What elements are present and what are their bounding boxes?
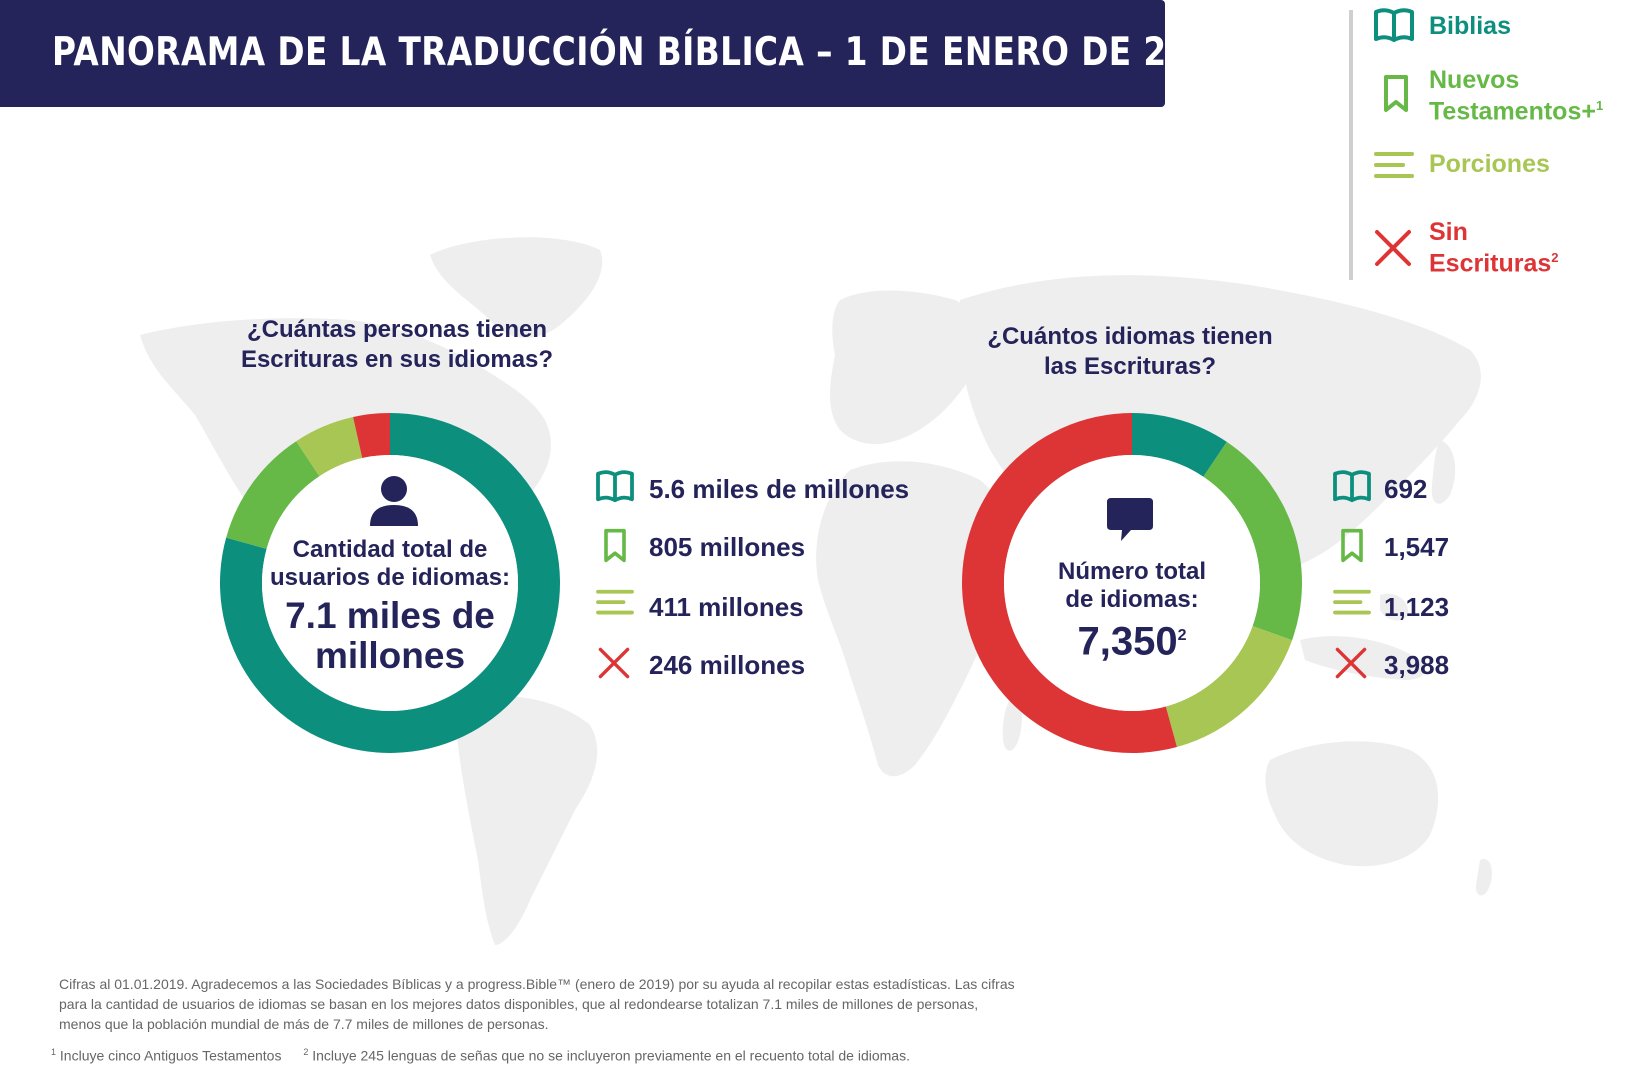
bookmark-icon (1384, 75, 1408, 112)
languages-question: ¿Cuántos idiomas tienen las Escrituras? (987, 323, 1273, 380)
people-donut-chart (220, 413, 561, 753)
bookmark-icon (604, 528, 626, 563)
legend-label-portions: Porciones (1429, 150, 1550, 178)
bookmark-icon (1341, 528, 1363, 563)
legend-label-bibles: Biblias (1429, 12, 1511, 40)
languages-donut-slice-nuevos-testamentos (1203, 441, 1302, 641)
languages-donut-slice-porciones (1165, 626, 1293, 747)
languages-center-value: 7,3502 (1077, 619, 1187, 664)
open-book-icon (1374, 8, 1414, 42)
languages-center-text: Número total de idiomas: 7,3502 (1010, 558, 1254, 661)
people-donut-slice-nuevos-testamentos (226, 441, 320, 549)
people-donut-slice-sin-escrituras (353, 413, 390, 459)
languages-donut-slice-sin-escrituras (962, 413, 1177, 753)
lines-icon (1333, 589, 1371, 615)
x-icon (1375, 230, 1411, 266)
open-book-icon (596, 470, 634, 503)
languages-center-label: Número total de idiomas: (1057, 558, 1206, 613)
languages-donut-chart (962, 413, 1302, 753)
people-question: ¿Cuántas personas tienen Escrituras en s… (240, 316, 554, 373)
people-center-text: Cantidad total de usuarios de idiomas: 7… (240, 536, 540, 676)
languages-donut-slice-biblias (1132, 413, 1227, 477)
speech-bubble-icon (1107, 498, 1153, 541)
open-book-icon (1333, 470, 1371, 503)
legend-label-new-testaments: Nuevos Testamentos+1 (1429, 66, 1604, 126)
languages-donut-hole (1004, 455, 1260, 711)
lines-icon (596, 589, 634, 615)
footnote-markers: 1 Incluye cinco Antiguos Testamentos 2 I… (51, 1047, 910, 1064)
page-title: PANORAMA DE LA TRADUCCIÓN BÍBLICA – 1 DE… (52, 30, 1237, 75)
person-icon (370, 476, 418, 526)
footnote-sources: Cifras al 01.01.2019. Agradecemos a las … (59, 976, 1015, 1032)
people-center-value: 7.1 miles de millones (285, 595, 495, 676)
people-donut-hole (262, 455, 518, 711)
lines-icon (1374, 152, 1414, 178)
x-icon (1335, 647, 1367, 679)
x-icon (598, 647, 630, 679)
people-center-label: Cantidad total de usuarios de idiomas: (269, 536, 511, 591)
legend-label-no-scripture: Sin Escrituras2 (1429, 218, 1559, 278)
legend-divider (1349, 10, 1353, 280)
people-donut-slice-porciones (296, 417, 363, 477)
title-banner: PANORAMA DE LA TRADUCCIÓN BÍBLICA – 1 DE… (0, 0, 1236, 107)
